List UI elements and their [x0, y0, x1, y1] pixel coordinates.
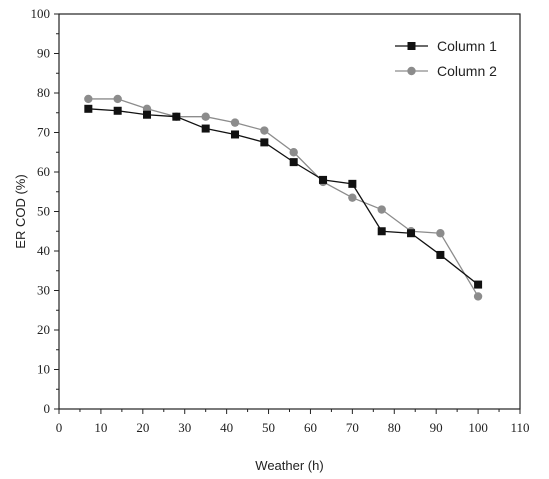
y-tick-label: 30 — [37, 283, 50, 298]
x-tick-label: 10 — [94, 420, 107, 435]
y-tick-label: 80 — [37, 85, 50, 100]
data-point — [84, 94, 93, 104]
legend: Column 1 Column 2 — [395, 38, 497, 79]
x-axis-title: Weather (h) — [255, 458, 323, 473]
data-point — [474, 280, 483, 289]
x-tick-label: 40 — [220, 420, 233, 435]
x-tick-label: 100 — [468, 420, 488, 435]
data-point — [260, 126, 269, 135]
x-tick-label: 60 — [304, 420, 317, 435]
legend-marker — [407, 42, 416, 50]
y-tick-label: 60 — [37, 164, 50, 179]
y-tick-label: 0 — [44, 401, 51, 416]
y-tick-label: 70 — [37, 125, 50, 140]
y-tick-label: 10 — [37, 362, 50, 377]
data-point — [231, 130, 240, 139]
y-tick-label: 40 — [37, 243, 50, 258]
data-point — [172, 112, 181, 121]
data-point — [348, 179, 357, 188]
legend-label: Column 1 — [437, 38, 497, 54]
x-tick-label: 20 — [136, 420, 149, 435]
legend-marker — [407, 66, 416, 76]
x-tick-label: 70 — [346, 420, 359, 435]
y-axis-title: ER COD (%) — [13, 174, 28, 248]
x-tick-label: 80 — [388, 420, 401, 435]
data-point — [143, 110, 152, 119]
data-point — [289, 148, 298, 157]
x-tick-label: 30 — [178, 420, 191, 435]
data-point — [113, 94, 122, 104]
series-1 — [84, 104, 483, 289]
data-point — [260, 138, 269, 147]
data-point — [113, 106, 122, 115]
axes: 0 10 20 30 40 50 60 70 80 90 100 110 0 10 20 30 40 50 60 70… — [31, 6, 530, 435]
x-tick-label: 50 — [262, 420, 275, 435]
legend-label: Column 2 — [437, 63, 497, 79]
data-point — [348, 193, 357, 202]
data-point — [201, 112, 210, 121]
data-point — [407, 229, 416, 238]
series-2 — [84, 94, 483, 301]
x-tick-label: 0 — [56, 420, 63, 435]
data-point — [436, 250, 445, 259]
data-point — [377, 227, 386, 236]
x-tick-label: 90 — [430, 420, 443, 435]
data-point — [230, 118, 240, 127]
data-point — [84, 104, 93, 113]
y-tick-label: 90 — [37, 46, 50, 61]
series-layer — [84, 94, 483, 301]
y-tick-label: 20 — [37, 322, 50, 337]
data-point — [436, 229, 445, 238]
data-point — [319, 175, 328, 184]
data-point — [289, 158, 298, 167]
series-line — [88, 108, 479, 286]
data-point — [473, 292, 483, 301]
y-tick-label: 50 — [37, 204, 50, 219]
data-point — [201, 124, 210, 133]
x-tick-label: 110 — [510, 420, 529, 435]
series-line — [88, 98, 479, 297]
data-point — [377, 205, 386, 214]
y-tick-label: 100 — [31, 6, 51, 21]
